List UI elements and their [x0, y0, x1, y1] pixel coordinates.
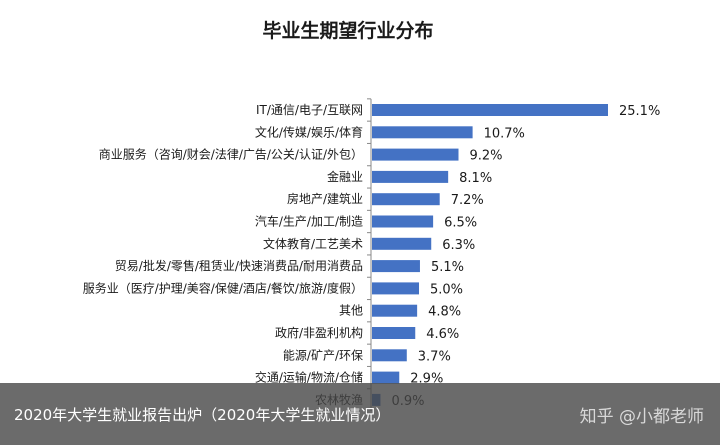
category-label: 房地产/建筑业 — [287, 191, 363, 206]
category-label: 能源/矿产/环保 — [283, 348, 363, 362]
category-label: 交通/运输/物流/仓储 — [255, 370, 363, 385]
category-labels: IT/通信/电子/互联网文化/传媒/娱乐/体育商业服务（咨询/财会/法律/广告/… — [83, 103, 363, 407]
category-label: 其他 — [339, 304, 363, 318]
value-label: 25.1% — [619, 104, 660, 119]
bar — [372, 349, 407, 362]
value-label: 9.2% — [470, 149, 503, 164]
category-label: 文体教育/工艺美术 — [263, 236, 363, 251]
category-label: 贸易/批发/零售/租赁业/快速消费品/耐用消费品 — [115, 258, 363, 273]
caption-bar: 2020年大学生就业报告出炉（2020年大学生就业情况） 知乎 @小都老师 — [0, 383, 720, 445]
bar — [372, 215, 434, 228]
category-label: 商业服务（咨询/财会/法律/广告/公关/认证/外包） — [99, 147, 363, 162]
value-label: 4.6% — [426, 327, 459, 342]
category-label: 文化/传媒/娱乐/体育 — [255, 124, 363, 139]
bar — [372, 170, 449, 183]
value-labels: 25.1% 10.7% 9.2% 8.1% 7.2% 6.5% 6.3% 5.1% 5.0% 4.… — [391, 104, 660, 409]
bar — [372, 237, 432, 250]
bar — [372, 304, 418, 317]
value-label: 6.3% — [442, 238, 475, 253]
bars — [372, 104, 608, 406]
category-label: 政府/非盈利机构 — [275, 325, 363, 340]
bar — [372, 282, 420, 295]
value-label: 10.7% — [484, 126, 525, 141]
category-label: 汽车/生产/加工/制造 — [255, 214, 363, 229]
value-label: 5.1% — [431, 260, 464, 275]
category-axis — [367, 98, 372, 412]
category-label: 服务业（医疗/护理/美容/保健/酒店/餐饮/旅游/度假） — [83, 280, 363, 295]
value-label: 5.0% — [430, 282, 463, 297]
watermark: 知乎 @小都老师 — [579, 407, 704, 427]
value-label: 8.1% — [459, 171, 492, 186]
bar — [372, 193, 440, 206]
category-label: 金融业 — [327, 169, 363, 184]
value-label: 4.8% — [428, 305, 461, 320]
chart-title: 毕业生期望行业分布 — [262, 19, 433, 42]
bar — [372, 371, 400, 384]
bar — [372, 148, 459, 161]
bar — [372, 126, 473, 139]
caption-text: 2020年大学生就业报告出炉（2020年大学生就业情况） — [14, 406, 391, 424]
value-label: 7.2% — [451, 193, 484, 208]
category-label: IT/通信/电子/互联网 — [256, 103, 363, 117]
value-label: 3.7% — [418, 349, 451, 364]
bar — [372, 260, 420, 273]
value-label: 2.9% — [410, 372, 443, 387]
bar — [372, 104, 608, 116]
bar — [372, 327, 416, 339]
value-label: 6.5% — [444, 216, 477, 231]
